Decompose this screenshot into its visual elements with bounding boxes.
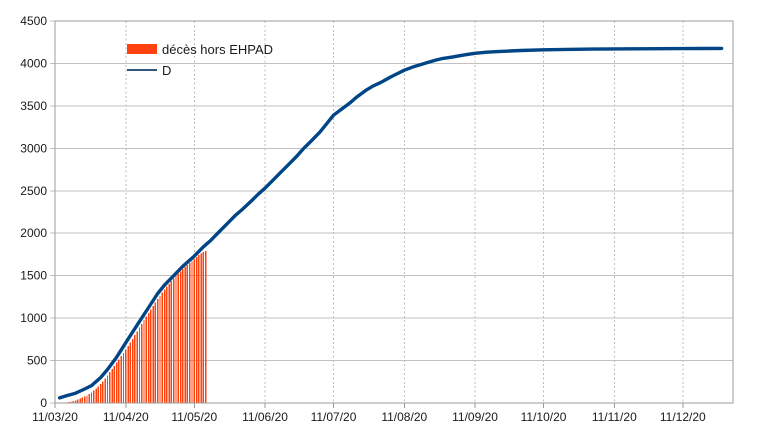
bar xyxy=(83,396,86,403)
legend-label-deces-hors-ehpad: décès hors EHPAD xyxy=(162,41,274,57)
line-series-swatch xyxy=(127,69,157,71)
bar xyxy=(86,395,88,403)
bar xyxy=(113,365,116,403)
bar-series-swatch xyxy=(127,44,157,54)
bar xyxy=(122,352,125,403)
x-tick-label: 11/09/20 xyxy=(452,410,498,424)
bar xyxy=(90,392,93,403)
y-tick-label: 4500 xyxy=(20,14,47,28)
bar xyxy=(145,316,148,403)
y-tick-label: 500 xyxy=(27,354,47,368)
bar xyxy=(115,362,118,403)
bar xyxy=(134,335,136,403)
bar xyxy=(202,252,205,403)
bar xyxy=(191,260,193,403)
bar xyxy=(138,327,141,403)
plot-border xyxy=(54,20,734,404)
bar xyxy=(97,386,100,403)
y-tick-label: 1000 xyxy=(20,311,47,325)
y-tick-label: 4000 xyxy=(20,56,47,70)
legend-label-d: D xyxy=(162,62,172,78)
y-tick-label: 0 xyxy=(40,396,47,410)
bar xyxy=(143,320,145,403)
bar xyxy=(102,381,104,403)
bar xyxy=(111,369,113,403)
bar xyxy=(166,286,168,403)
bar xyxy=(154,302,157,403)
bar xyxy=(152,305,154,403)
x-tick-label: 11/08/20 xyxy=(381,410,427,424)
bar xyxy=(175,276,177,403)
bar xyxy=(193,258,195,403)
bar xyxy=(179,271,182,403)
x-tick-label: 11/03/20 xyxy=(32,410,78,424)
y-tick-label: 3000 xyxy=(20,141,47,155)
bar xyxy=(131,338,134,403)
bar xyxy=(163,289,166,403)
bar xyxy=(72,401,74,403)
bar xyxy=(136,331,138,403)
x-axis-ticks: 11/03/20 11/04/20 11/05/20 11/06/20 11/07/20… xyxy=(32,21,706,424)
bar xyxy=(120,356,122,403)
bar xyxy=(104,378,106,403)
y-axis-labels: 0 500 1000 1500 2000 2500 3000 3500 4000 4500 xyxy=(20,14,47,410)
bar xyxy=(95,388,97,403)
bar xyxy=(150,309,152,403)
bar xyxy=(70,401,72,403)
bar xyxy=(177,273,179,403)
bar xyxy=(200,253,202,403)
y-tick-label: 3500 xyxy=(20,99,47,113)
bar xyxy=(118,359,120,403)
x-tick-label: 11/07/20 xyxy=(311,410,357,424)
bar xyxy=(125,349,127,403)
legend-item-d: D xyxy=(127,62,273,78)
x-tick-label: 11/04/20 xyxy=(103,410,149,424)
bar xyxy=(81,397,84,403)
bar xyxy=(88,394,90,403)
bar xyxy=(74,400,77,403)
bar xyxy=(198,255,200,403)
bar xyxy=(182,269,184,403)
y-tick-label: 2000 xyxy=(20,226,47,240)
bar xyxy=(79,398,81,403)
bar xyxy=(186,264,189,403)
bar xyxy=(195,256,198,403)
y-tick-label: 1500 xyxy=(20,269,47,283)
legend-item-deces-hors-ehpad: décès hors EHPAD xyxy=(127,41,273,57)
bar xyxy=(161,292,164,403)
bar-series-deces-hors-ehpad xyxy=(61,251,207,403)
bar xyxy=(127,346,129,403)
y-tick-label: 2500 xyxy=(20,184,47,198)
legend: décès hors EHPAD D xyxy=(127,41,273,78)
bar xyxy=(99,383,102,403)
d-line xyxy=(57,46,724,400)
bar xyxy=(141,323,143,403)
bar xyxy=(109,372,111,403)
bar xyxy=(173,278,175,403)
x-tick-label: 11/12/20 xyxy=(660,410,706,424)
bar xyxy=(93,390,95,403)
bar xyxy=(168,283,170,403)
bar xyxy=(184,267,186,403)
bar xyxy=(170,281,173,403)
bar xyxy=(204,251,207,403)
bar xyxy=(147,313,150,403)
bar xyxy=(159,295,161,403)
x-tick-label: 11/11/20 xyxy=(592,410,637,424)
bar xyxy=(188,262,191,403)
x-tick-label: 11/10/20 xyxy=(521,410,567,424)
bar xyxy=(77,399,79,403)
bar xyxy=(157,299,159,403)
x-tick-label: 11/06/20 xyxy=(242,410,288,424)
bar xyxy=(129,342,132,403)
x-tick-label: 11/05/20 xyxy=(171,410,217,424)
bar xyxy=(106,375,109,403)
